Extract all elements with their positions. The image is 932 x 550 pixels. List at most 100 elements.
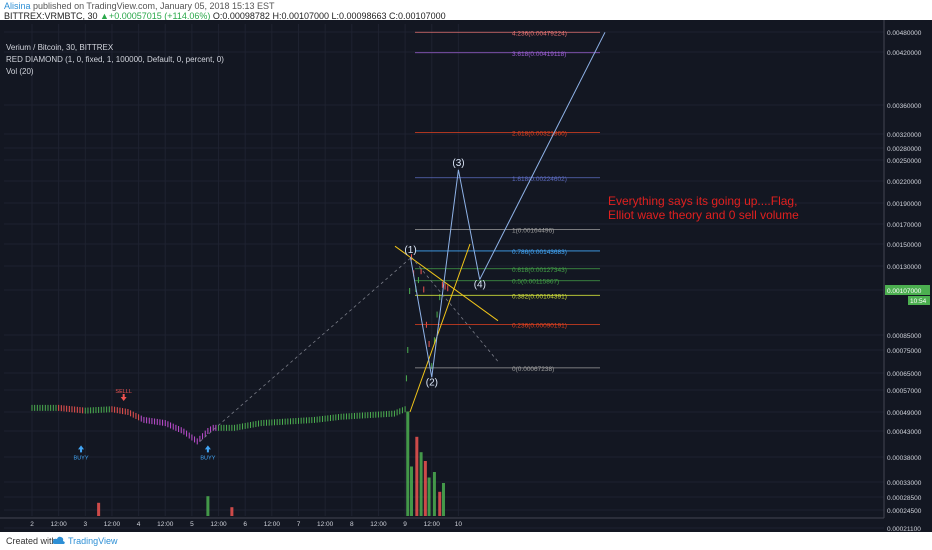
fib-level-label: 1.618(0.00224602) bbox=[512, 176, 567, 183]
time-tick-label: 10 bbox=[455, 521, 463, 528]
chart-area[interactable]: 0.00480000 0.00420000 0.00360000 0.00320000… bbox=[0, 20, 932, 532]
volume-bar bbox=[419, 452, 423, 516]
wave-label: (4) bbox=[474, 280, 486, 291]
time-tick-label: 12:00 bbox=[424, 521, 441, 528]
buy-arrow-icon bbox=[78, 445, 85, 453]
volume-bar bbox=[206, 496, 210, 516]
volume-bar bbox=[230, 507, 234, 516]
chart-legend: Verium / Bitcoin, 30, BITTREX RED DIAMON… bbox=[6, 42, 224, 78]
annotation-line-1: Everything says its going up....Flag, bbox=[608, 194, 797, 208]
symbol-line: BITTREX:VRMBTC, 30 ▲+0.00057015 (+114.06… bbox=[4, 11, 446, 21]
created-with-label: Created with bbox=[6, 536, 57, 546]
legend-indicator[interactable]: RED DIAMOND (1, 0, fixed, 1, 100000, Def… bbox=[6, 55, 224, 64]
fib-level-label: 0.786(0.00143683) bbox=[512, 249, 567, 256]
wave-label: (1) bbox=[404, 245, 416, 256]
price-tick-label: 0.00320000 bbox=[887, 132, 922, 139]
flag-lower-line bbox=[409, 243, 471, 413]
volume-bar bbox=[427, 477, 431, 516]
time-tick-label: 12:00 bbox=[317, 521, 334, 528]
time-tick-label: 12:00 bbox=[157, 521, 174, 528]
annotation-line-2: Elliot wave theory and 0 sell volume bbox=[608, 208, 799, 222]
publish-line: Alisina published on TradingView.com, Ja… bbox=[4, 1, 275, 11]
price-tick-label: 0.00130000 bbox=[887, 264, 922, 271]
buy-arrow-icon bbox=[204, 445, 211, 453]
fib-level-label: 0.236(0.00090191) bbox=[512, 322, 567, 329]
ohlc-values: O:0.00098782 H:0.00107000 L:0.00098663 C… bbox=[212, 11, 446, 21]
price-tick-label: 0.00057000 bbox=[887, 388, 922, 395]
volume-bar bbox=[97, 502, 101, 516]
countdown-tag bbox=[908, 296, 930, 305]
price-axis bbox=[884, 20, 932, 532]
fib-level-label: 4.236(0.00479224) bbox=[512, 30, 567, 37]
fib-level-label: 0.618(0.00127343) bbox=[512, 267, 567, 274]
tradingview-link[interactable]: TradingView bbox=[68, 536, 118, 546]
time-tick-label: 2 bbox=[30, 521, 34, 528]
volume-bar bbox=[438, 491, 442, 516]
fib-level-label: 2.618(0.00321860) bbox=[512, 131, 567, 138]
wave-label: (2) bbox=[426, 377, 438, 388]
time-tick-label: 12:00 bbox=[51, 521, 68, 528]
price-tick-label: 0.00043000 bbox=[887, 429, 922, 436]
price-tick-label: 0.00028500 bbox=[887, 495, 922, 502]
author-link[interactable]: Alisina bbox=[4, 1, 31, 11]
time-tick-label: 9 bbox=[403, 521, 407, 528]
price-tick-label: 0.00024500 bbox=[887, 508, 922, 515]
time-tick-label: 4 bbox=[137, 521, 141, 528]
price-tick-label: 0.00049000 bbox=[887, 410, 922, 417]
price-chart[interactable]: 0.00480000 0.00420000 0.00360000 0.00320000… bbox=[0, 20, 932, 532]
price-tick-label: 0.00170000 bbox=[887, 222, 922, 229]
fib-level-label: 0.382(0.00104391) bbox=[512, 293, 567, 300]
price-tick-label: 0.00360000 bbox=[887, 103, 922, 110]
time-tick-label: 7 bbox=[297, 521, 301, 528]
time-tick-label: 5 bbox=[190, 521, 194, 528]
volume-bar bbox=[432, 472, 436, 516]
time-tick-label: 8 bbox=[350, 521, 354, 528]
price-tick-label: 0.00480000 bbox=[887, 30, 922, 37]
sell-arrow-icon bbox=[120, 394, 127, 401]
fib-level-label: 0(0.00067238) bbox=[512, 366, 554, 373]
legend-volume[interactable]: Vol (20) bbox=[6, 67, 34, 76]
volume-bar bbox=[409, 466, 413, 516]
fib-trend-line bbox=[411, 256, 499, 362]
tradingview-cloud-icon bbox=[52, 536, 65, 544]
price-tick-label: 0.00420000 bbox=[887, 50, 922, 57]
time-tick-label: 6 bbox=[243, 521, 247, 528]
footer-bar: Created with TradingView bbox=[0, 532, 932, 550]
elliott-wave-projection bbox=[479, 32, 606, 280]
price-tick-label: 0.00190000 bbox=[887, 201, 922, 208]
fib-level-label: 1(0.00164496) bbox=[512, 228, 554, 235]
time-tick-label: 3 bbox=[83, 521, 87, 528]
last-price-label: 0.00107000 bbox=[887, 288, 922, 295]
price-tick-label: 0.00075000 bbox=[887, 348, 922, 355]
price-tick-label: 0.00220000 bbox=[887, 179, 922, 186]
time-tick-label: 12:00 bbox=[104, 521, 121, 528]
volume-bar bbox=[406, 411, 410, 516]
price-tick-label: 0.00033000 bbox=[887, 480, 922, 487]
last-price-tag bbox=[885, 285, 930, 295]
price-tick-label: 0.00038000 bbox=[887, 455, 922, 462]
up-triangle-icon: ▲ bbox=[100, 11, 109, 21]
countdown-label: 10:54 bbox=[910, 298, 927, 305]
legend-symbol: Verium / Bitcoin, 30, BITTREX bbox=[6, 43, 114, 52]
volume-bar bbox=[415, 436, 419, 516]
change-value: +0.00057015 (+114.06%) bbox=[108, 11, 211, 21]
buy-signal-label: BUYY bbox=[200, 455, 215, 461]
volume-bar bbox=[441, 483, 445, 516]
publish-info: published on TradingView.com, January 05… bbox=[33, 1, 275, 11]
flag-upper-line bbox=[394, 245, 499, 322]
sell-signal-label: SELLL bbox=[115, 389, 132, 395]
time-tick-label: 12:00 bbox=[210, 521, 227, 528]
price-tick-label: 0.00280000 bbox=[887, 146, 922, 153]
price-tick-label: 0.00065000 bbox=[887, 371, 922, 378]
price-tick-label: 0.00250000 bbox=[887, 158, 922, 165]
fib-level-label: 0.5(0.00115867) bbox=[512, 279, 559, 286]
time-tick-label: 12:00 bbox=[370, 521, 387, 528]
volume-bar bbox=[423, 461, 427, 516]
elliott-wave-path bbox=[409, 169, 481, 378]
price-tick-label: 0.00150000 bbox=[887, 242, 922, 249]
symbol-label: BITTREX:VRMBTC, 30 bbox=[4, 11, 98, 21]
wave-label: (3) bbox=[452, 158, 464, 169]
price-tick-label: 0.00085000 bbox=[887, 333, 922, 340]
price-tick-label: 0.00021100 bbox=[887, 526, 921, 532]
time-tick-label: 12:00 bbox=[264, 521, 281, 528]
